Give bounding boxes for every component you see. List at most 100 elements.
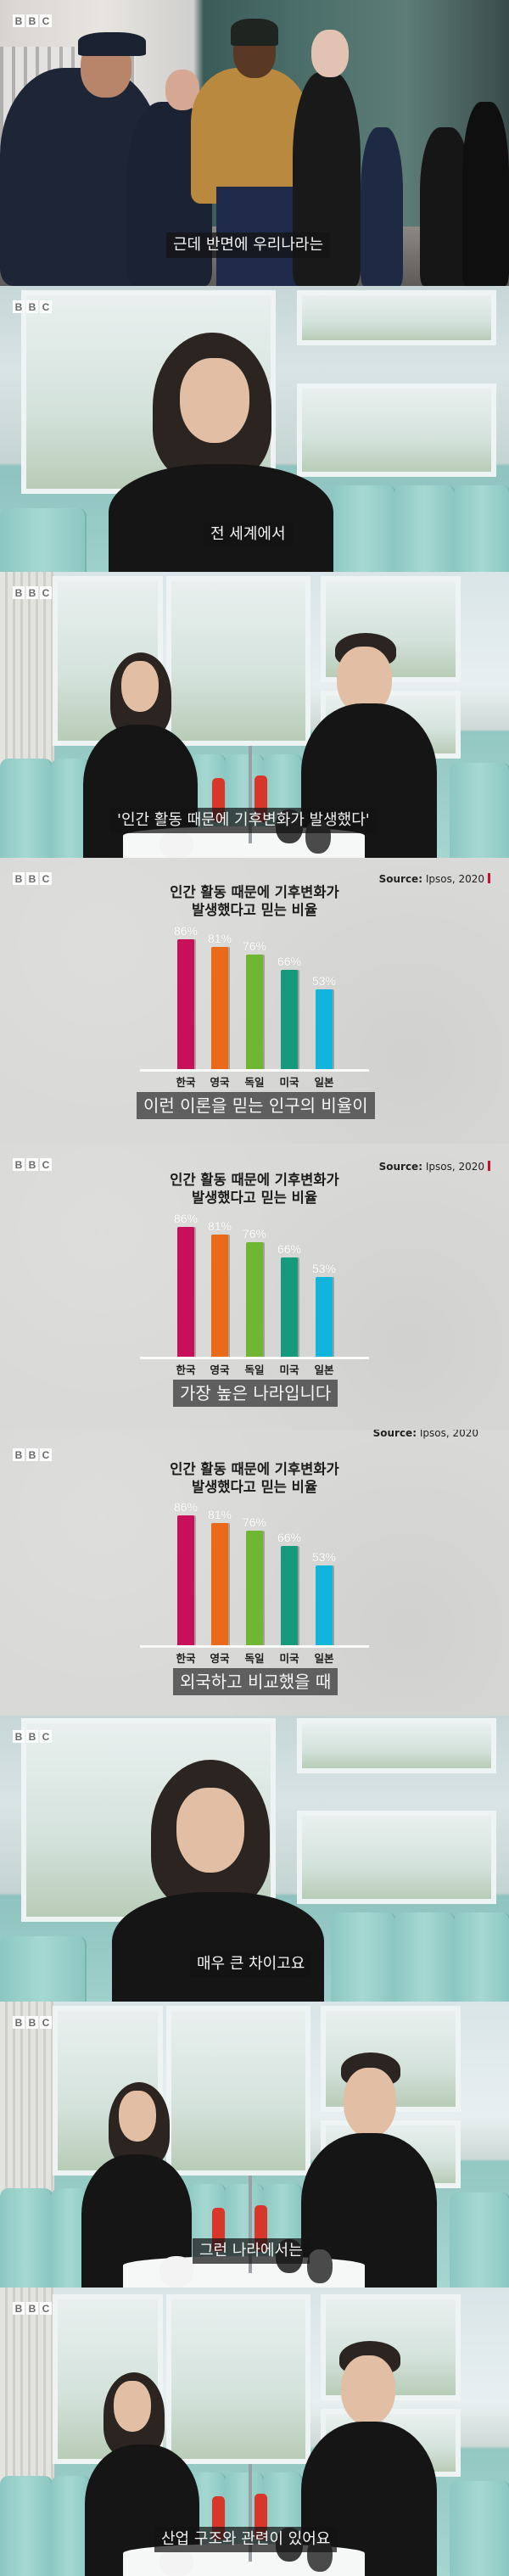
man-face (341, 2355, 395, 2425)
sofa (51, 2476, 91, 2576)
polar-bear-plush (159, 2256, 193, 2288)
sofa (450, 763, 509, 858)
bar-category-label: 일본 (314, 1076, 334, 1089)
window (297, 1718, 496, 1773)
beanie-hat (231, 19, 278, 46)
chart-source: Source: Ipsos, 2020 (379, 1161, 490, 1173)
bar-value-label: 66% (277, 1531, 302, 1544)
source-accent-bar (488, 873, 490, 883)
bar (246, 1531, 263, 1645)
pole (249, 2464, 252, 2562)
bar (281, 970, 298, 1069)
sofa (331, 485, 396, 572)
sofa (0, 759, 53, 858)
subtitle-caption: 외국하고 비교했을 때 (173, 1668, 338, 1695)
penguin-plush (307, 2249, 333, 2283)
window (297, 1811, 496, 1904)
bar (246, 1242, 263, 1357)
police-cap (78, 32, 146, 56)
chart-baseline (140, 1069, 369, 1072)
pole (249, 2176, 252, 2273)
bar-value-label: 76% (242, 1227, 267, 1240)
bar-value-label: 81% (207, 1508, 232, 1521)
bar-value-label: 86% (173, 924, 199, 938)
bar-category-label: 일본 (314, 1652, 334, 1665)
chart-title: 인간 활동 때문에 기후변화가 발생했다고 믿는 비율 (170, 884, 339, 918)
bar-value-label: 81% (207, 932, 232, 945)
bar-value-label: 53% (311, 974, 337, 988)
bar (246, 955, 263, 1069)
sofa (450, 2192, 509, 2288)
chart-source: Source: Ipsos, 2020 (379, 873, 490, 885)
bar-value-label: 86% (173, 1212, 199, 1225)
protester-woman (191, 68, 310, 204)
woman-face (114, 2381, 151, 2432)
bar (281, 1257, 298, 1357)
bar-category-label: 독일 (244, 1364, 265, 1376)
bar-category-label: 영국 (210, 1364, 230, 1376)
subtitle-caption: 가장 높은 나라입니다 (173, 1380, 338, 1407)
bar (211, 947, 228, 1069)
polar-bear-plush (159, 2549, 193, 2576)
bar-category-label: 미국 (279, 1364, 299, 1376)
sofa (394, 1912, 456, 2002)
bar-value-label: 86% (173, 1500, 199, 1514)
polar-bear-plush (159, 831, 193, 858)
bar-category-label: 독일 (244, 1652, 265, 1665)
subtitle-caption: 그런 나라에서는 (193, 2238, 310, 2264)
man-face (344, 2068, 396, 2137)
woman-face (121, 661, 159, 712)
chart-baseline (140, 1357, 369, 1359)
woman-face (180, 358, 249, 443)
bar (316, 1565, 333, 1645)
bar (177, 939, 194, 1069)
man-face (337, 647, 392, 714)
woman-body (109, 464, 333, 572)
woman-face (176, 1788, 244, 1873)
bar-value-label: 66% (277, 955, 302, 968)
bar (177, 1515, 194, 1645)
bar-category-label: 일본 (314, 1364, 334, 1376)
sofa (454, 485, 509, 572)
bar (211, 1235, 228, 1357)
window (297, 384, 496, 477)
bar-value-label: 76% (242, 1515, 267, 1529)
bar (316, 1277, 333, 1357)
woman-body (112, 1892, 324, 2002)
bar-value-label: 81% (207, 1219, 232, 1233)
bar-category-label: 한국 (176, 1652, 196, 1665)
chart-title: 인간 활동 때문에 기후변화가 발생했다고 믿는 비율 (170, 1172, 339, 1206)
bar-category-label: 독일 (244, 1076, 265, 1089)
pole (249, 746, 252, 843)
bar-category-label: 영국 (210, 1076, 230, 1089)
bar-category-label: 한국 (176, 1364, 196, 1376)
bystander-3 (462, 102, 509, 286)
window (166, 576, 310, 746)
sofa (394, 485, 456, 572)
sofa (454, 1912, 509, 2002)
subtitle-caption: 전 세계에서 (204, 522, 293, 547)
bar-value-label: 66% (277, 1242, 302, 1256)
bar-category-label: 영국 (210, 1652, 230, 1665)
window (166, 2006, 310, 2176)
bar (316, 989, 333, 1069)
chart-baseline (140, 1645, 369, 1648)
bar (211, 1523, 228, 1645)
subtitle-caption: 매우 큰 차이고요 (190, 1952, 312, 1977)
subtitle-caption: 이런 이론을 믿는 인구의 비율이 (137, 1092, 375, 1119)
bar-value-label: 53% (311, 1550, 337, 1564)
sofa (0, 508, 87, 572)
bar-value-label: 76% (242, 939, 267, 953)
